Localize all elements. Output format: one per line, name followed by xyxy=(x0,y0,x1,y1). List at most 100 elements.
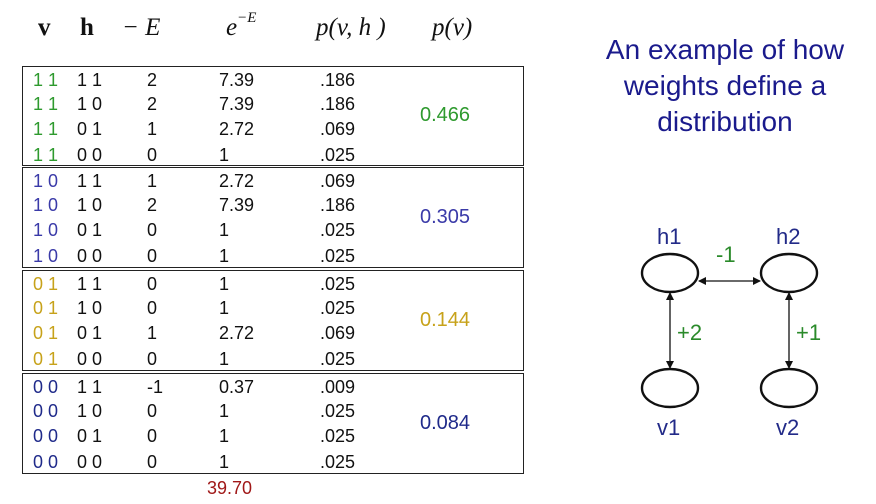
cell-p: .025 xyxy=(320,220,356,240)
node-h1 xyxy=(640,252,700,294)
cell-negE: 2 xyxy=(147,195,158,215)
cell-v: 0 1 xyxy=(33,323,59,343)
cell-negE: 0 xyxy=(147,145,158,165)
cell-h: 1 1 xyxy=(77,377,103,397)
cell-negE: -1 xyxy=(147,377,164,397)
cell-p: .025 xyxy=(320,274,356,294)
cell-expE: 1 xyxy=(219,349,230,369)
cell-h: 0 1 xyxy=(77,323,103,343)
cell-h: 1 0 xyxy=(77,195,103,215)
cell-expE: 1 xyxy=(219,298,230,318)
cell-h: 1 0 xyxy=(77,298,103,318)
cell-h: 1 0 xyxy=(77,401,103,421)
cell-negE: 2 xyxy=(147,94,158,114)
cell-v: 1 0 xyxy=(33,220,59,240)
cell-v: 0 1 xyxy=(33,298,59,318)
cell-p: .025 xyxy=(320,426,356,446)
cell-p: .025 xyxy=(320,452,356,472)
cell-v: 1 0 xyxy=(33,246,59,266)
marginal-probability: 0.144 xyxy=(420,308,471,331)
cell-negE: 0 xyxy=(147,349,158,369)
cell-expE: 7.39 xyxy=(219,94,255,114)
cell-v: 1 0 xyxy=(33,195,59,215)
cell-negE: 0 xyxy=(147,274,158,294)
label-h2: h2 xyxy=(776,224,801,249)
header-v: v xyxy=(38,14,51,41)
cell-v: 0 0 xyxy=(33,401,59,421)
header-h: h xyxy=(80,14,94,41)
cell-expE: 1 xyxy=(219,401,230,421)
cell-expE: 7.39 xyxy=(219,195,255,215)
cell-expE: 2.72 xyxy=(219,323,255,343)
cell-h: 0 0 xyxy=(77,349,103,369)
node-v2 xyxy=(759,367,819,409)
header-exp-neg-energy: e−E xyxy=(226,10,257,41)
cell-negE: 0 xyxy=(147,246,158,266)
node-h2 xyxy=(759,252,819,294)
cell-v: 0 1 xyxy=(33,274,59,294)
cell-expE: 2.72 xyxy=(219,171,255,191)
marginal-probability: 0.084 xyxy=(420,411,471,434)
label-v1: v1 xyxy=(657,415,681,440)
cell-p: .069 xyxy=(320,171,356,191)
marginal-probability: 0.466 xyxy=(420,104,471,126)
label-h1: h1 xyxy=(657,224,682,249)
cell-v: 1 1 xyxy=(33,94,59,114)
slide-title: An example of how weights define a distr… xyxy=(605,34,845,137)
cell-expE: 1 xyxy=(219,145,230,165)
cell-v: 1 1 xyxy=(33,145,59,165)
cell-v: 0 0 xyxy=(33,452,59,472)
table-group: 1 1 1 1 2 7.39 .186 1 1 1 0 2 7.39 .186 1 1 0 1 1 2.7… xyxy=(22,66,524,166)
cell-expE: 2.72 xyxy=(219,119,255,139)
cell-h: 1 0 xyxy=(77,94,103,114)
cell-v: 1 1 xyxy=(33,119,59,139)
cell-h: 1 1 xyxy=(77,274,103,294)
cell-p: .025 xyxy=(320,349,356,369)
cell-negE: 0 xyxy=(147,452,158,472)
cell-p: .069 xyxy=(320,323,356,343)
cell-p: .025 xyxy=(320,401,356,421)
cell-expE: 0.37 xyxy=(219,377,255,397)
label-v2: v2 xyxy=(776,415,800,440)
cell-p: .025 xyxy=(320,298,356,318)
cell-p: .186 xyxy=(320,70,356,90)
cell-expE: 1 xyxy=(219,274,230,294)
node-v1 xyxy=(640,367,700,409)
weight-h1-v1: +2 xyxy=(677,320,703,345)
cell-v: 0 0 xyxy=(33,426,59,446)
cell-negE: 0 xyxy=(147,220,158,240)
cell-p: .186 xyxy=(320,94,356,114)
cell-negE: 2 xyxy=(147,70,158,90)
header-neg-energy: − E xyxy=(122,14,161,41)
partition-function-total: 39.70 xyxy=(207,478,253,498)
cell-h: 1 1 xyxy=(77,171,103,191)
table-group: 0 0 1 1 -1 0.37 .009 0 0 1 0 0 1 .025 0 0 0 1 0 1 .025… xyxy=(22,373,524,474)
cell-negE: 0 xyxy=(147,298,158,318)
cell-h: 0 0 xyxy=(77,452,103,472)
cell-h: 1 1 xyxy=(77,70,103,90)
header-joint-probability: p(v, h ) xyxy=(316,14,386,41)
cell-expE: 1 xyxy=(219,426,230,446)
cell-h: 0 1 xyxy=(77,426,103,446)
cell-p: .025 xyxy=(320,246,356,266)
cell-negE: 1 xyxy=(147,323,158,343)
cell-p: .186 xyxy=(320,195,356,215)
cell-expE: 1 xyxy=(219,246,230,266)
cell-p: .069 xyxy=(320,119,356,139)
cell-negE: 0 xyxy=(147,401,158,421)
cell-v: 0 0 xyxy=(33,377,59,397)
cell-expE: 1 xyxy=(219,220,230,240)
cell-p: .025 xyxy=(320,145,356,165)
cell-h: 0 1 xyxy=(77,119,103,139)
cell-h: 0 0 xyxy=(77,145,103,165)
cell-negE: 0 xyxy=(147,426,158,446)
cell-v: 1 0 xyxy=(33,171,59,191)
weight-h2-v2: +1 xyxy=(796,320,822,345)
cell-negE: 1 xyxy=(147,171,158,191)
cell-h: 0 0 xyxy=(77,246,103,266)
marginal-probability: 0.305 xyxy=(420,205,471,228)
cell-p: .009 xyxy=(320,377,356,397)
table-group: 0 1 1 1 0 1 .025 0 1 1 0 0 1 .025 0 1 0 1 1 2.72 .069 0… xyxy=(22,270,524,371)
header-marginal-probability: p(v) xyxy=(432,14,473,41)
table-group: 1 0 1 1 1 2.72 .069 1 0 1 0 2 7.39 .186 1 0 0 1 0 1 .0… xyxy=(22,167,524,268)
